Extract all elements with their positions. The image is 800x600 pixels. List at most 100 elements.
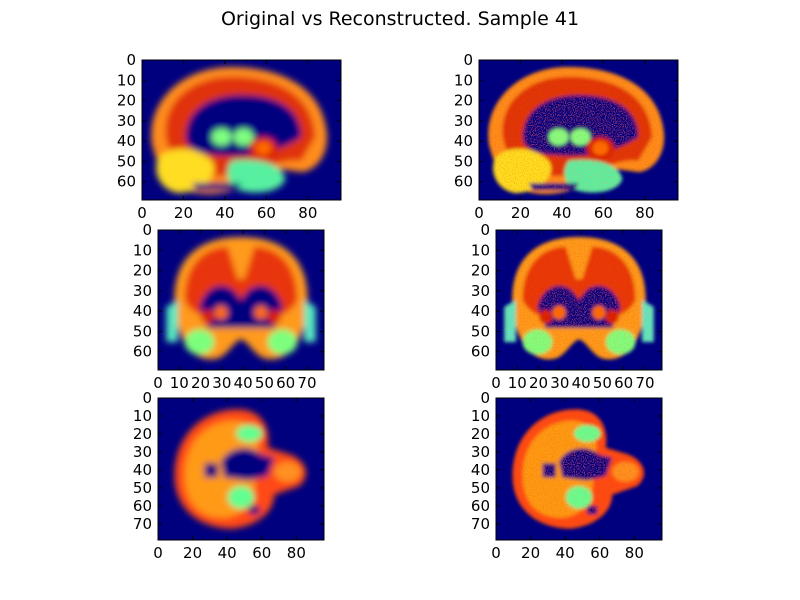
y-tick-label: 20 — [471, 425, 490, 443]
x-tick-label: 50 — [593, 374, 612, 392]
heatmap-image — [166, 237, 316, 360]
x-tick-label: 70 — [635, 374, 654, 392]
y-tick-label: 0 — [463, 51, 473, 69]
panel-frame — [495, 397, 663, 541]
heatmap-region-3 — [227, 486, 255, 509]
x-tick-label: 50 — [255, 374, 274, 392]
y-tick-label: 40 — [117, 132, 136, 150]
x-tick-label: 0 — [474, 204, 484, 222]
heatmap-region-3 — [211, 128, 232, 146]
x-tick-label: 60 — [590, 544, 609, 562]
x-tick-label: 60 — [252, 544, 271, 562]
heatmap-region-6 — [592, 141, 609, 156]
heatmap-region-6 — [592, 305, 606, 320]
panel-frame — [157, 229, 325, 371]
x-tick-label: 70 — [297, 374, 316, 392]
x-tick-label: 40 — [234, 374, 253, 392]
y-tick-label: 50 — [471, 322, 490, 340]
heatmap-region-4 — [233, 128, 254, 146]
heatmap-region-4 — [574, 424, 601, 443]
x-tick-label: 0 — [491, 544, 501, 562]
x-tick-label: 30 — [212, 374, 231, 392]
y-tick-label: 40 — [471, 302, 490, 320]
figure-title: Original vs Reconstructed. Sample 41 — [220, 8, 580, 30]
y-tick-label: 0 — [142, 389, 152, 407]
heatmap-region-4 — [605, 329, 636, 355]
heatmap-region-7 — [249, 505, 260, 515]
y-tick-label: 10 — [471, 241, 490, 259]
x-tick-label: 80 — [287, 544, 306, 562]
x-tick-label: 10 — [508, 374, 527, 392]
x-tick-label: 80 — [625, 544, 644, 562]
y-tick-label: 60 — [454, 173, 473, 191]
y-tick-label: 0 — [480, 221, 490, 239]
heatmap-region-5 — [552, 305, 566, 320]
heatmap-region-7 — [156, 148, 215, 193]
heatmap-region-9 — [504, 300, 516, 342]
heatmap-region-6 — [255, 141, 272, 156]
x-tick-label: 40 — [218, 544, 237, 562]
y-tick-label: 20 — [133, 425, 152, 443]
heatmap-region-9 — [528, 183, 579, 191]
y-tick-label: 50 — [117, 152, 136, 170]
y-tick-label: 0 — [126, 51, 136, 69]
heatmap-region-2 — [221, 448, 275, 481]
x-tick-label: 10 — [170, 374, 189, 392]
x-tick-label: 60 — [257, 204, 276, 222]
y-tick-label: 20 — [117, 92, 136, 110]
y-tick-label: 60 — [133, 343, 152, 361]
x-tick-label: 0 — [137, 204, 147, 222]
y-tick-label: 70 — [133, 515, 152, 533]
y-tick-label: 50 — [454, 152, 473, 170]
heatmap-region-7 — [539, 309, 553, 324]
y-tick-label: 10 — [133, 407, 152, 425]
panel-frame — [157, 397, 325, 541]
y-tick-label: 40 — [133, 302, 152, 320]
x-tick-label: 20 — [183, 544, 202, 562]
y-tick-label: 30 — [471, 282, 490, 300]
heatmap-region-6 — [204, 463, 218, 478]
x-tick-label: 20 — [521, 544, 540, 562]
heatmap-region-5 — [274, 461, 301, 482]
y-tick-label: 10 — [471, 407, 490, 425]
y-tick-label: 30 — [454, 112, 473, 130]
heatmap-region-5 — [612, 461, 639, 482]
heatmap-region-7 — [587, 505, 598, 515]
x-tick-label: 40 — [572, 374, 591, 392]
y-tick-label: 30 — [471, 443, 490, 461]
heatmap-image — [151, 67, 328, 194]
heatmap-region-3 — [184, 329, 215, 355]
x-tick-label: 40 — [552, 204, 571, 222]
heatmap-image — [488, 67, 665, 194]
y-tick-label: 60 — [133, 497, 152, 515]
y-tick-label: 30 — [133, 282, 152, 300]
panel-frame — [478, 59, 679, 201]
heatmap-region-7 — [201, 309, 215, 324]
heatmap-region-5 — [214, 305, 228, 320]
heatmap-image — [174, 409, 306, 529]
y-tick-label: 60 — [471, 343, 490, 361]
heatmap-region-4 — [267, 329, 298, 355]
y-tick-label: 0 — [142, 221, 152, 239]
heatmap-region-4 — [236, 424, 263, 443]
panel-frame — [495, 229, 663, 371]
heatmap-region-8 — [227, 159, 286, 193]
x-tick-label: 0 — [491, 374, 501, 392]
y-tick-label: 0 — [480, 389, 490, 407]
heatmap-region-3 — [548, 128, 569, 146]
heatmap-region-6 — [254, 305, 268, 320]
y-tick-label: 50 — [471, 479, 490, 497]
y-tick-label: 40 — [471, 461, 490, 479]
x-tick-label: 80 — [298, 204, 317, 222]
y-tick-label: 10 — [454, 71, 473, 89]
heatmap-panel-reconstructed-sagittal: 0 20 40 60 80 0 10 20 30 40 50 60 — [454, 51, 679, 222]
x-tick-label: 0 — [153, 544, 163, 562]
y-tick-label: 30 — [117, 112, 136, 130]
y-tick-label: 70 — [471, 515, 490, 533]
x-tick-label: 30 — [550, 374, 569, 392]
heatmap-image — [512, 409, 644, 529]
heatmap-region-3 — [565, 486, 593, 509]
